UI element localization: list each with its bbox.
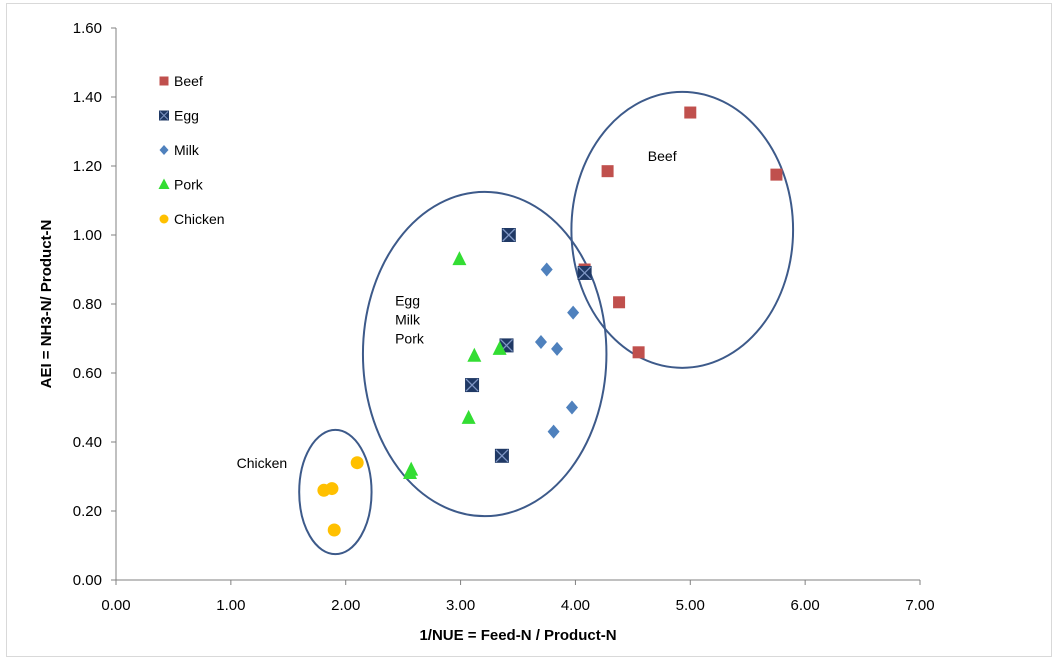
- x-tick-label: 3.00: [446, 597, 475, 614]
- ellipse-egg-milk-pork: [361, 190, 608, 518]
- x-tick-label: 4.00: [561, 597, 590, 614]
- legend-marker-milk: [159, 145, 169, 155]
- x-axis-title: 1/NUE = Feed-N / Product-N: [419, 627, 616, 644]
- beef-point: [632, 346, 645, 359]
- legend-marker-chicken: [159, 214, 169, 224]
- annotation-pork: Pork: [395, 331, 425, 347]
- y-tick-label: 0.00: [73, 572, 102, 589]
- legend-label-egg: Egg: [174, 108, 199, 124]
- chart-frame: [6, 3, 1052, 657]
- pork-point: [461, 409, 476, 424]
- legend: Beef Egg Milk Pork Chicken: [158, 73, 225, 227]
- egg-point: [465, 378, 480, 393]
- y-tick-label: 1.20: [73, 158, 102, 175]
- x-tick-label: 7.00: [905, 597, 934, 614]
- y-tick-label: 0.80: [73, 296, 102, 313]
- egg-point: [577, 265, 592, 280]
- chicken-point: [325, 482, 339, 496]
- x-tick-label: 5.00: [676, 597, 705, 614]
- annotation-egg: Egg: [395, 293, 420, 309]
- group-annotations: Beef Egg Milk Pork Chicken: [237, 148, 677, 471]
- y-tick-label: 0.60: [73, 365, 102, 382]
- y-tick-label: 1.60: [73, 20, 102, 37]
- chicken-point: [350, 456, 364, 470]
- beef-point: [684, 106, 697, 119]
- y-tick-label: 0.20: [73, 503, 102, 520]
- x-square-cross: [159, 111, 169, 120]
- legend-marker-pork: [158, 178, 170, 189]
- milk-point: [534, 334, 547, 349]
- ellipse-chicken: [298, 428, 373, 556]
- milk-point: [567, 305, 580, 320]
- legend-label-milk: Milk: [174, 142, 200, 158]
- chicken-point: [327, 523, 341, 537]
- pork-point: [452, 251, 467, 266]
- milk-point: [565, 400, 578, 415]
- data-points: [317, 106, 783, 537]
- pork-point: [467, 347, 482, 362]
- legend-marker-egg: [159, 110, 169, 121]
- y-tick-label: 0.40: [73, 434, 102, 451]
- axes: 0.00 1.00 2.00 3.00 4.00 5.00 6.00 7.00 0.00 0.20…: [38, 20, 935, 644]
- legend-label-chicken: Chicken: [174, 211, 225, 227]
- y-axis-title: AEI = NH3-N/ Product-N: [38, 220, 55, 389]
- y-tick-label: 1.00: [73, 227, 102, 244]
- legend-marker-beef: [159, 76, 169, 86]
- x-tick-label: 2.00: [331, 597, 360, 614]
- milk-point: [547, 424, 560, 439]
- milk-point: [540, 262, 553, 277]
- annotation-beef: Beef: [648, 148, 677, 164]
- beef-point: [601, 165, 614, 178]
- x-tick-label: 0.00: [101, 597, 130, 614]
- x-square-cross: [578, 266, 592, 280]
- x-square-cross: [465, 378, 479, 392]
- milk-point: [551, 341, 564, 356]
- pork-point: [403, 465, 418, 480]
- beef-point: [613, 296, 626, 309]
- ellipse-beef: [570, 90, 795, 369]
- x-square-cross: [495, 449, 509, 463]
- legend-label-pork: Pork: [174, 177, 204, 193]
- beef-point: [770, 168, 783, 181]
- y-tick-label: 1.40: [73, 89, 102, 106]
- annotation-milk: Milk: [395, 312, 421, 328]
- pork-point: [492, 340, 507, 355]
- egg-point: [494, 448, 509, 463]
- egg-point: [501, 228, 516, 242]
- legend-label-beef: Beef: [174, 73, 203, 89]
- x-square-cross: [502, 228, 516, 242]
- group-ellipses: [298, 90, 795, 556]
- x-tick-label: 1.00: [216, 597, 245, 614]
- annotation-chicken: Chicken: [237, 455, 288, 471]
- x-tick-label: 6.00: [791, 597, 820, 614]
